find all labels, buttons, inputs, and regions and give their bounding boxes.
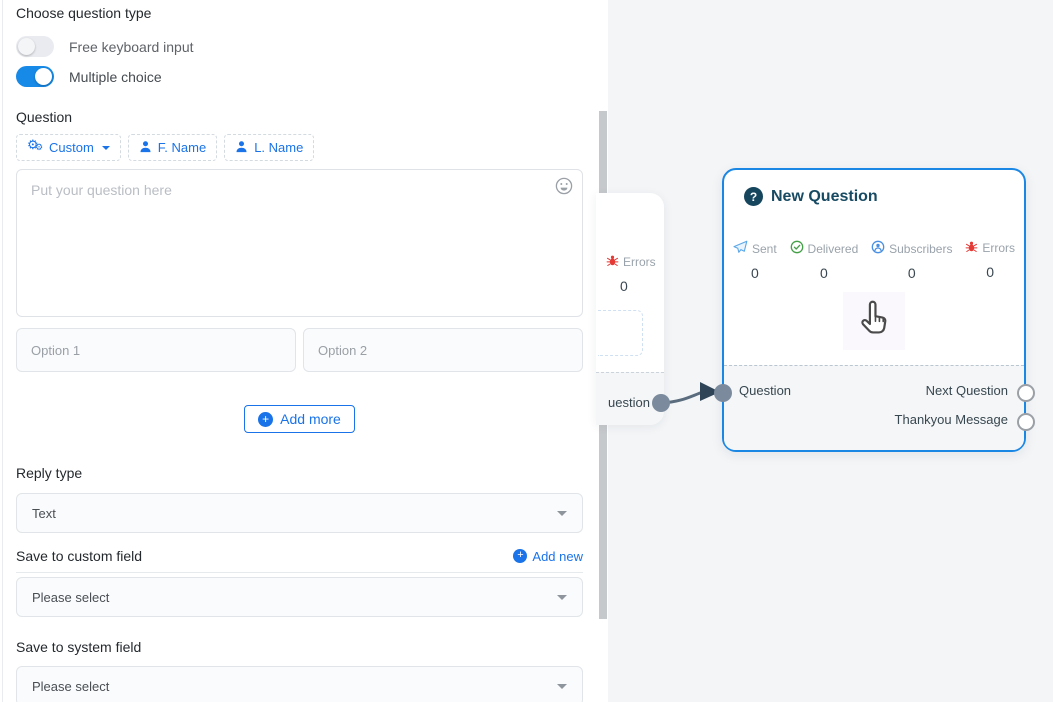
emoji-picker-icon[interactable] [555, 177, 573, 195]
first-name-chip-label: F. Name [157, 140, 207, 155]
multiple-choice-toggle-label: Multiple choice [69, 68, 162, 85]
sent-label: Sent [752, 241, 777, 256]
reply-type-label: Reply type [16, 465, 83, 481]
partial-node-output-port[interactable] [652, 394, 670, 412]
chevron-down-icon [101, 145, 110, 150]
free-keyboard-toggle-label: Free keyboard input [69, 38, 194, 55]
free-keyboard-toggle-row: Free keyboard input [16, 36, 583, 57]
delivered-stat: Delivered 0 [790, 240, 859, 281]
gears-icon [27, 137, 43, 155]
last-name-chip[interactable]: L. Name [224, 134, 315, 161]
question-section-label: Question [16, 109, 73, 125]
toggle-knob [35, 68, 52, 85]
partial-output-port-label: uestion [608, 395, 650, 410]
delivered-check-icon [790, 240, 804, 257]
question-settings-panel: Choose question type Free keyboard input… [2, 0, 598, 702]
save-system-field-label: Save to system field [16, 639, 142, 655]
delivered-label: Delivered [807, 241, 859, 256]
partial-dashed-option-box [598, 310, 643, 356]
free-keyboard-toggle[interactable] [16, 36, 54, 57]
first-name-chip[interactable]: F. Name [127, 134, 218, 161]
hand-cursor-icon [857, 300, 891, 343]
question-circle-icon: ? [744, 187, 763, 206]
partial-question-node[interactable]: Errors 0 uestion [596, 193, 664, 425]
chevron-down-icon [557, 594, 567, 600]
add-new-label: Add new [532, 548, 583, 564]
partial-node-errors-stat: Errors [606, 254, 656, 270]
multiple-choice-toggle-row: Multiple choice [16, 66, 583, 87]
chevron-down-icon [557, 510, 567, 516]
cursor-hover-area [843, 292, 905, 350]
custom-field-value: Please select [32, 589, 110, 605]
subscribers-stat: Subscribers 0 [871, 240, 952, 281]
chevron-down-icon [557, 683, 567, 689]
node-footer: Question Next Question Thankyou Message [724, 365, 1024, 450]
thankyou-message-port-label: Thankyou Message [894, 412, 1008, 427]
system-field-dropdown[interactable]: Please select [16, 666, 583, 702]
options-row [16, 328, 583, 372]
reply-type-dropdown[interactable]: Text [16, 493, 583, 533]
variable-chips-row: Custom F. Name L. Name [16, 134, 583, 161]
add-new-link[interactable]: Add new [513, 549, 583, 564]
option-2-input[interactable] [303, 328, 583, 372]
node-title: New Question [771, 187, 878, 205]
next-question-output-port[interactable] [1017, 384, 1035, 402]
delivered-value: 0 [820, 265, 828, 281]
errors-stat: Errors 0 [965, 240, 1015, 281]
errors-label: Errors [982, 241, 1015, 255]
question-input[interactable] [16, 169, 583, 317]
toggle-knob [18, 38, 35, 55]
errors-bug-icon [606, 254, 619, 270]
errors-bug-icon [965, 240, 978, 256]
question-input-port[interactable] [714, 384, 732, 402]
sent-value: 0 [750, 265, 759, 281]
new-question-node[interactable]: ? New Question Sent 0 [714, 168, 1035, 452]
input-port-label: Question [739, 383, 792, 398]
option-1-input[interactable] [16, 328, 296, 372]
send-icon [733, 240, 748, 257]
person-icon [139, 140, 152, 156]
multiple-choice-toggle[interactable] [16, 66, 54, 87]
add-more-label: Add more [280, 411, 341, 427]
partial-node-errors-value: 0 [620, 278, 628, 294]
subscribers-icon [871, 240, 885, 257]
question-textarea-wrap [16, 169, 583, 322]
plus-circle-icon [513, 549, 528, 563]
custom-chip-label: Custom [49, 140, 94, 155]
add-more-button[interactable]: Add more [244, 405, 355, 433]
last-name-chip-label: L. Name [254, 140, 304, 155]
subscribers-label: Subscribers [889, 241, 953, 256]
node-stats-row: Sent 0 Delivered 0 [733, 240, 1015, 281]
node-header: ? New Question [744, 187, 878, 206]
custom-field-dropdown[interactable]: Please select [16, 577, 583, 617]
custom-variable-chip[interactable]: Custom [16, 134, 121, 161]
reply-type-value: Text [32, 505, 56, 521]
plus-circle-icon [258, 411, 274, 427]
flow-canvas[interactable]: Errors 0 uestion ? New Question [596, 0, 1053, 702]
save-custom-field-row: Save to custom field Add new [16, 548, 583, 573]
next-question-port-label: Next Question [925, 383, 1008, 398]
person-icon [235, 140, 248, 156]
partial-node-errors-label: Errors [623, 255, 656, 269]
thankyou-message-output-port[interactable] [1017, 413, 1035, 431]
add-more-wrap: Add more [16, 405, 583, 433]
save-custom-field-label: Save to custom field [16, 548, 143, 564]
subscribers-value: 0 [907, 265, 916, 281]
errors-value: 0 [986, 264, 995, 280]
sent-stat: Sent 0 [733, 240, 777, 281]
system-field-value: Please select [32, 678, 110, 694]
choose-question-type-title: Choose question type [16, 5, 152, 21]
